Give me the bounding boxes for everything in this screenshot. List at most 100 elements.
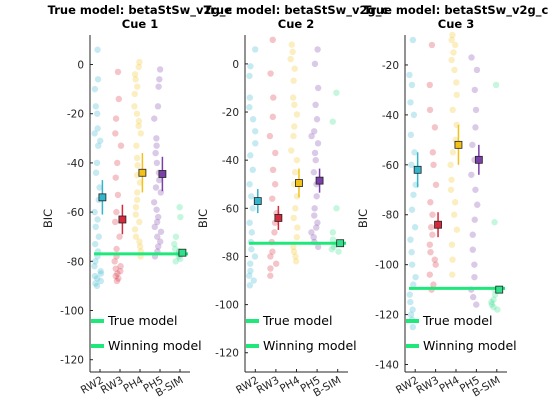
mean-marker [495,285,504,294]
data-point-ph5 [313,224,320,231]
data-point-ph5 [153,159,161,167]
data-point-rw2 [408,261,416,268]
y-axis-label: BIC [196,209,210,228]
data-point-rw3 [429,211,436,218]
chart-subtitle: Cue 3 [438,17,474,31]
data-point-ph4 [132,203,140,211]
data-point-ph4 [136,218,143,226]
data-point-ph4 [133,196,141,204]
data-point-rw2 [93,159,101,167]
y-tick-label: -120 [60,355,84,367]
mean-marker [413,165,422,174]
data-point-ph4 [449,149,457,156]
data-point-rw3 [426,271,433,278]
y-tick-label: -80 [222,251,239,263]
data-point-ph4 [293,156,301,164]
mean-marker [274,214,283,222]
data-point-ph4 [288,41,295,48]
data-point-rw2 [249,205,256,212]
data-point-rw2 [94,125,101,132]
data-point-ph5 [472,186,479,193]
data-point-ph5 [472,124,479,131]
data-point-rw3 [272,260,280,267]
mean-marker [138,168,147,177]
data-point-rw2 [247,267,254,275]
data-point-b-sim [488,301,495,308]
data-point-b-sim [172,258,179,265]
data-point-rw3 [117,267,124,275]
data-point-ph4 [448,56,455,64]
data-point-rw3 [113,277,121,285]
data-point-ph4 [134,162,141,169]
data-point-rw2 [409,323,417,331]
data-point-rw2 [246,282,254,289]
y-tick-label: -80 [67,256,84,268]
data-point-rw2 [248,229,255,236]
data-point-ph4 [289,48,296,56]
data-point-ph5 [308,132,315,140]
data-point-ph5 [154,233,161,240]
mean-marker [98,193,107,202]
y-tick-label: -40 [382,110,399,122]
data-point-ph5 [150,199,158,206]
data-point-rw2 [97,137,104,144]
data-point-ph5 [469,293,477,301]
data-point-ph5 [155,83,162,90]
data-point-rw3 [430,281,437,288]
data-point-rw3 [426,106,434,114]
data-point-ph4 [133,110,141,117]
data-point-ph4 [448,36,455,44]
data-point-ph4 [289,94,297,101]
data-point-ph4 [133,142,140,149]
data-point-rw2 [247,63,254,70]
data-point-ph4 [450,211,458,218]
data-point-ph5 [157,228,165,235]
mean-marker [253,197,262,205]
data-point-rw2 [247,260,254,267]
data-point-rw2 [407,311,415,318]
data-point-rw2 [246,104,253,111]
data-point-rw2 [91,85,99,93]
data-point-rw3 [269,113,277,121]
data-point-b-sim [490,303,497,311]
data-point-rw3 [113,208,120,216]
data-point-rw2 [411,149,418,156]
data-point-b-sim [171,240,178,248]
data-point-ph4 [293,234,301,241]
data-point-ph4 [453,226,461,233]
data-point-rw3 [431,256,438,263]
data-point-rw2 [93,282,101,290]
data-point-rw2 [407,131,415,139]
data-point-ph4 [137,130,144,137]
data-point-ph5 [471,216,478,223]
data-point-rw3 [112,130,119,137]
data-point-ph4 [291,123,298,130]
data-point-rw2 [406,71,413,79]
data-point-ph4 [448,176,455,183]
mean-marker [158,170,167,178]
data-point-rw3 [267,265,274,272]
data-point-ph4 [447,186,455,193]
data-point-ph5 [468,171,475,178]
data-point-rw3 [116,233,123,240]
data-point-rw2 [95,142,102,149]
data-point-rw2 [248,193,255,200]
data-point-b-sim [176,203,183,211]
data-point-ph4 [448,241,456,248]
data-point-rw3 [431,124,439,131]
data-point-rw2 [97,267,104,275]
y-tick-label: 0 [232,59,239,71]
data-point-rw2 [97,277,104,285]
data-point-ph4 [451,199,459,206]
data-point-ph5 [469,231,476,238]
data-point-ph5 [313,116,321,123]
data-point-ph5 [153,142,160,149]
data-point-b-sim [330,243,338,251]
legend: True model Winning model [406,313,517,353]
legend-label-winning-model: Winning model [108,338,202,353]
data-point-ph5 [311,149,319,157]
data-point-rw2 [249,166,256,173]
data-point-rw3 [115,95,123,103]
data-point-ph5 [314,46,321,53]
data-point-rw3 [267,272,274,279]
